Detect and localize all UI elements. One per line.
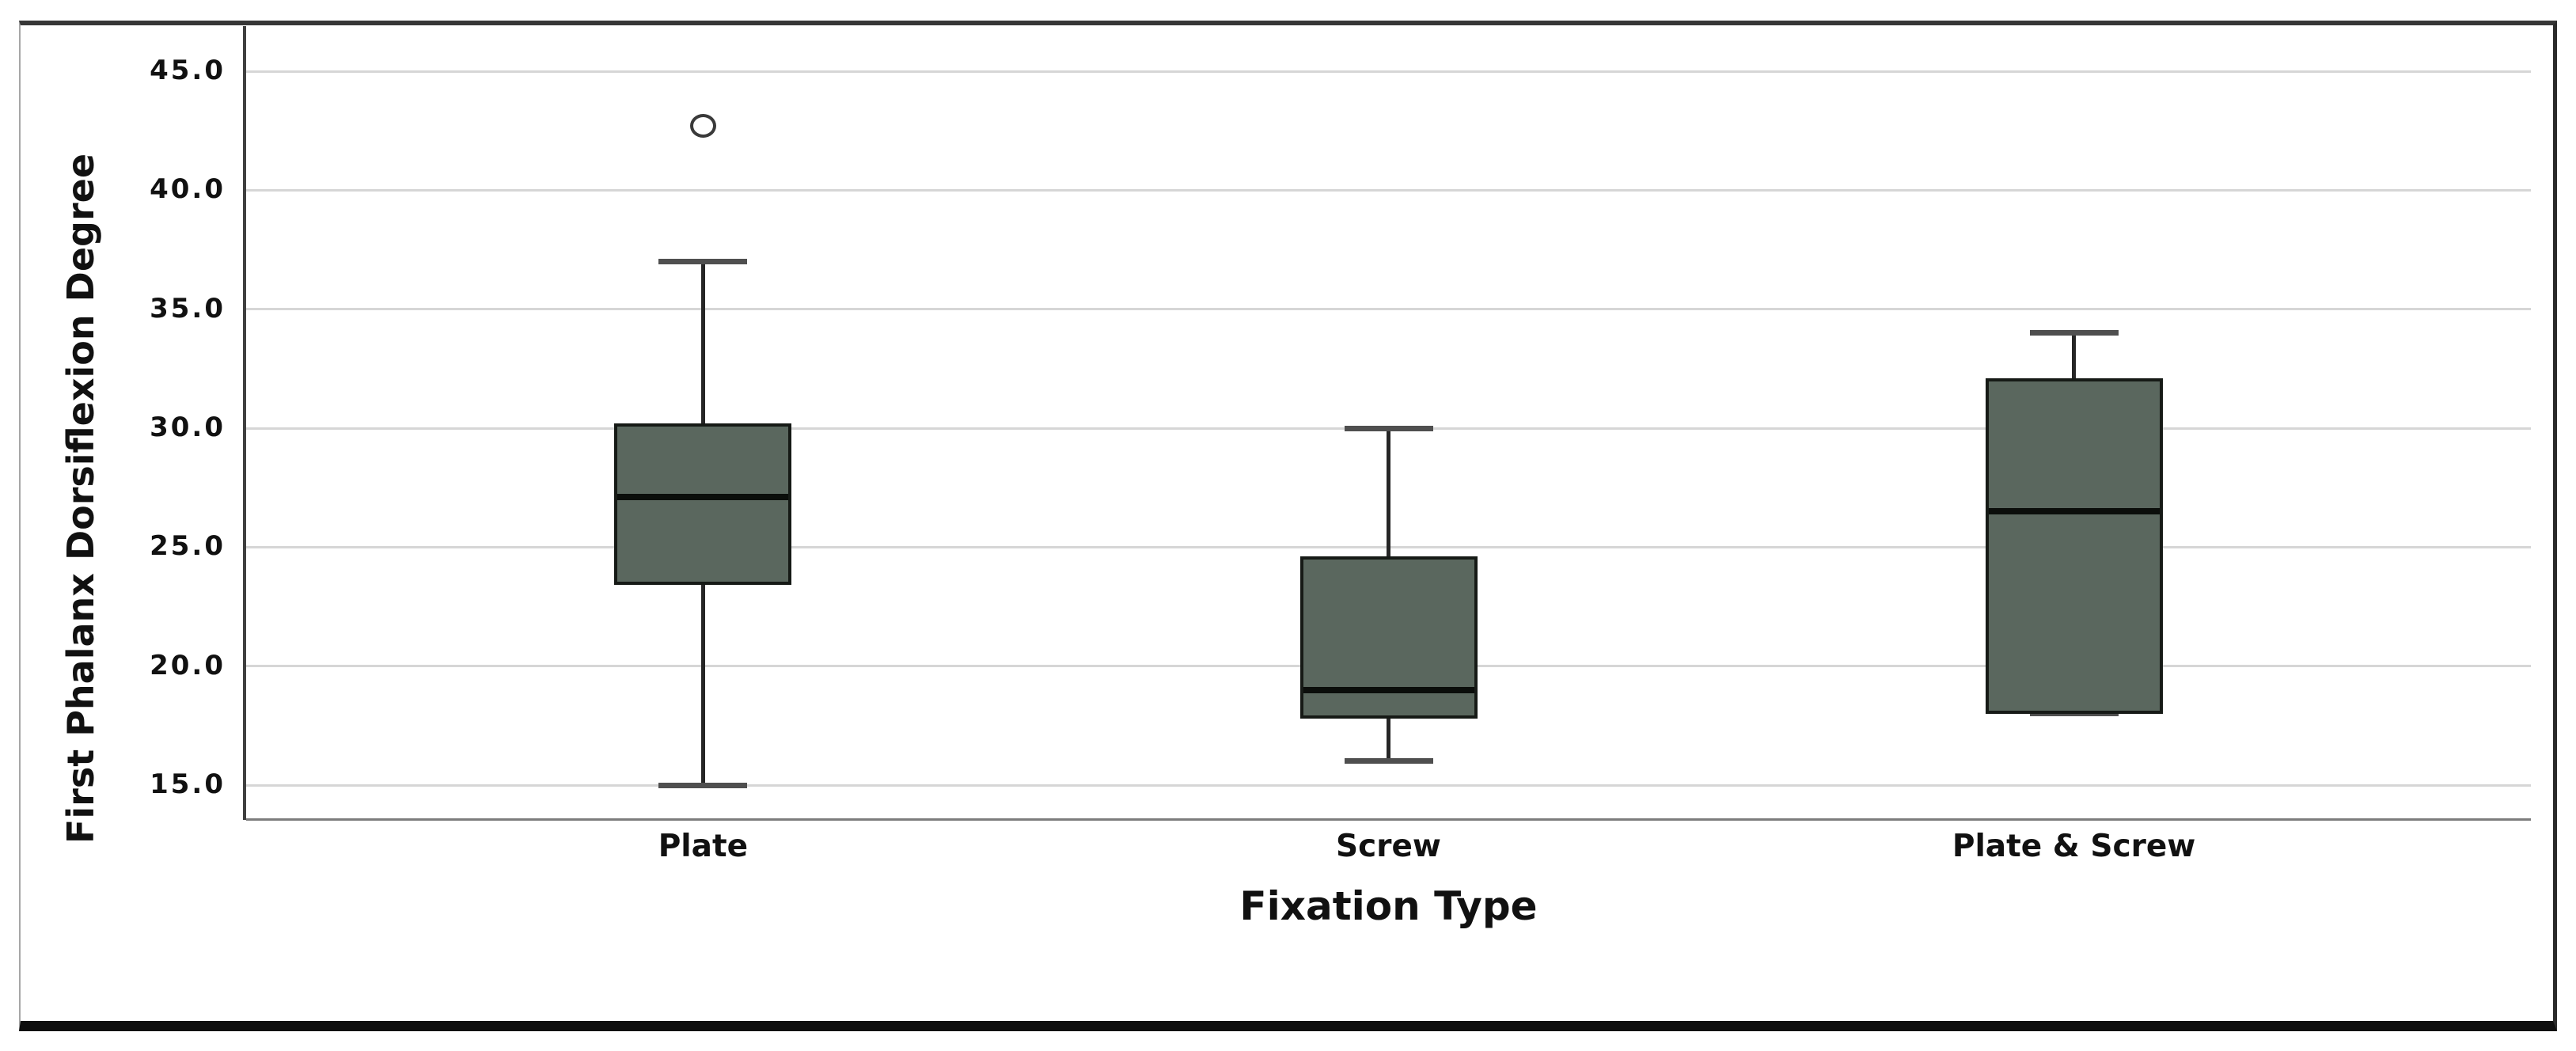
y-axis-line: [243, 26, 246, 820]
figure-border: [19, 21, 2557, 1031]
whisker-cap-lower: [1344, 758, 1433, 765]
outlier-point: [689, 114, 716, 138]
box-iqr: [1985, 378, 2163, 714]
y-tick-label: 40.0: [150, 173, 226, 206]
whisker-cap-upper: [658, 259, 748, 265]
x-axis-title: Fixation Type: [1239, 883, 1538, 929]
y-tick-label: 25.0: [150, 530, 226, 563]
y-axis-title: First Phalanx Dorsiflexion Degree: [59, 153, 102, 844]
y-gridline: [246, 308, 2531, 311]
median-line: [1988, 508, 2160, 515]
whisker-cap-lower: [658, 782, 748, 788]
whisker-lower: [700, 585, 705, 785]
x-category-label: Screw: [1336, 829, 1441, 864]
x-axis-line: [246, 818, 2531, 821]
whisker-cap-upper: [2029, 330, 2119, 336]
median-line: [617, 494, 789, 501]
whisker-upper: [1387, 428, 1390, 557]
whisker-lower: [1387, 718, 1390, 761]
y-tick-label: 30.0: [150, 412, 226, 443]
box-iqr: [1299, 556, 1478, 719]
whisker-upper: [700, 261, 705, 423]
whisker-upper: [2072, 332, 2077, 378]
y-tick-label: 35.0: [150, 292, 226, 324]
y-gridline: [246, 784, 2531, 787]
y-tick-label: 45.0: [150, 55, 226, 86]
whisker-cap-lower: [2029, 711, 2119, 717]
x-category-label: Plate: [658, 829, 749, 864]
y-gridline: [246, 188, 2531, 192]
box-iqr: [614, 423, 792, 586]
y-tick-label: 20.0: [150, 649, 226, 681]
y-gridline: [246, 70, 2531, 73]
y-tick-label: 15.0: [150, 768, 226, 800]
median-line: [1303, 686, 1474, 693]
x-category-label: Plate & Screw: [1952, 829, 2196, 864]
whisker-cap-upper: [1344, 425, 1433, 431]
